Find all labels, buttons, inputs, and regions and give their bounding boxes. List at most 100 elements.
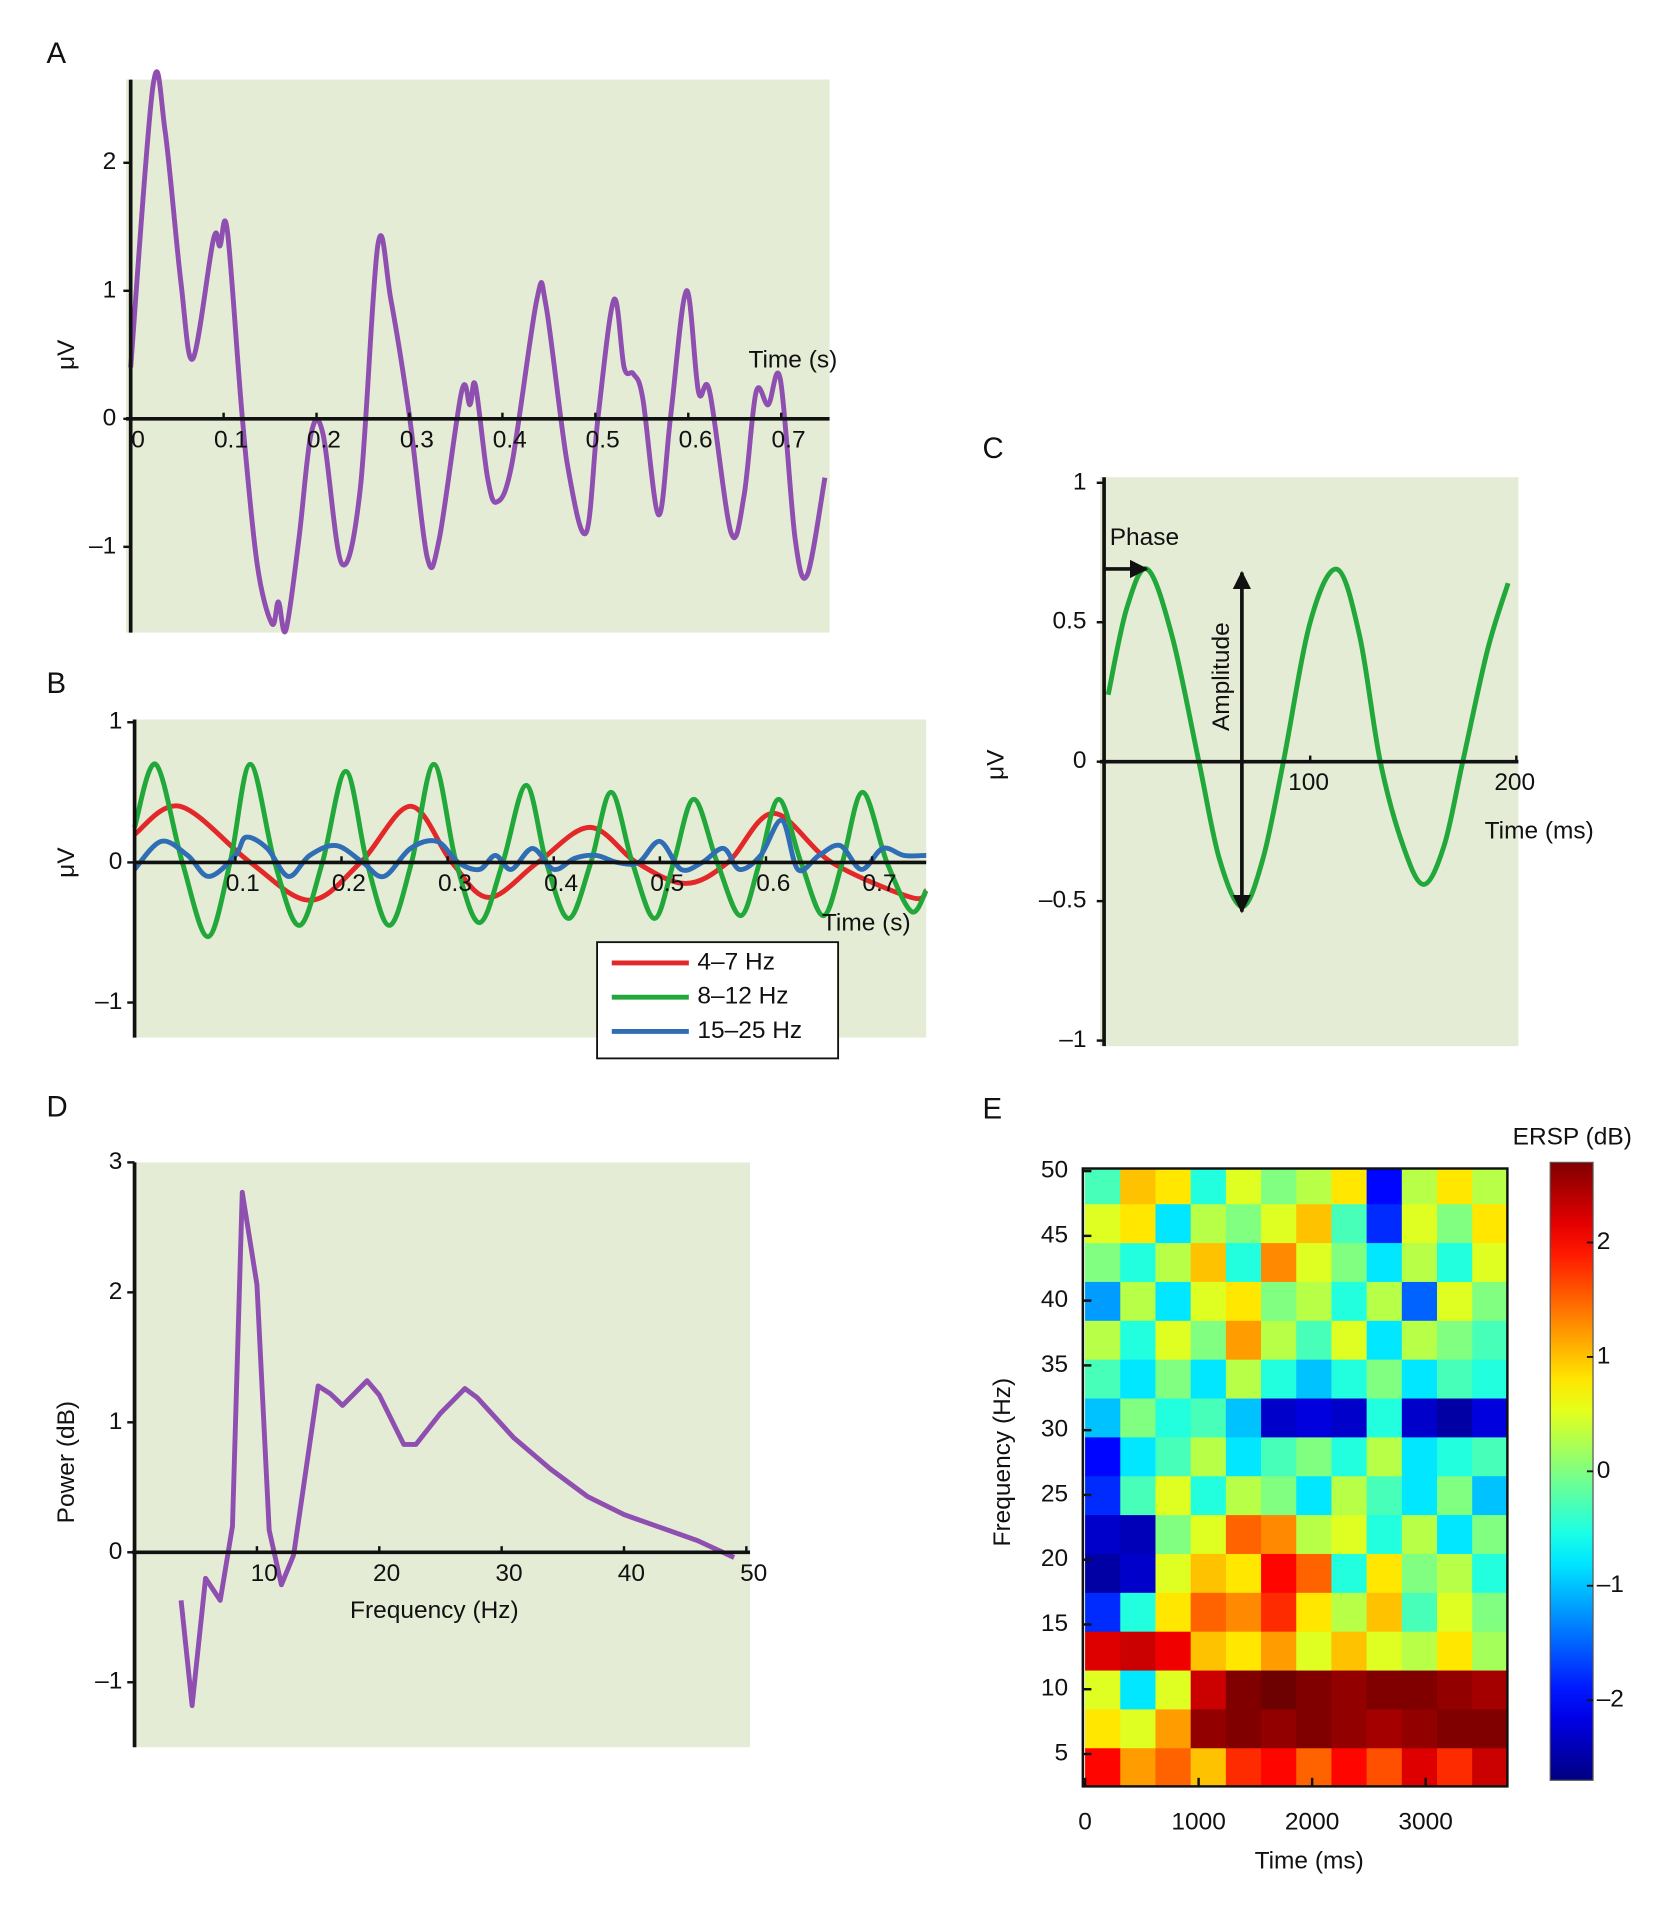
heat-cell: [1261, 1436, 1297, 1477]
heat-cell: [1437, 1436, 1473, 1477]
heat-cell: [1366, 1242, 1403, 1282]
heat-cell: [1120, 1242, 1157, 1282]
heat-cell: [1331, 1553, 1368, 1593]
heat-cell: [1155, 1514, 1192, 1554]
colorbar-tick-label: –2: [1597, 1686, 1624, 1713]
heat-cell: [1155, 1397, 1192, 1438]
heat-cell: [1120, 1592, 1157, 1632]
heat-cell: [1225, 1203, 1262, 1244]
heat-cell: [1120, 1669, 1157, 1710]
colorbar: [1549, 1161, 1594, 1781]
heat-cell: [1261, 1592, 1297, 1632]
heat-cell: [1366, 1669, 1403, 1710]
legend-label: 15–25 Hz: [697, 1017, 802, 1044]
heat-cell: [1401, 1358, 1438, 1399]
heat-cell: [1120, 1708, 1157, 1749]
heat-cell: [1225, 1630, 1262, 1671]
heat-cell: [1085, 1242, 1122, 1282]
heat-cell: [1331, 1592, 1368, 1632]
x-tick-label: 0.1: [214, 426, 248, 453]
heat-cell: [1331, 1436, 1368, 1477]
heat-cell: [1437, 1397, 1473, 1438]
x-axis-label: Frequency (Hz): [350, 1597, 519, 1624]
heat-cell: [1225, 1281, 1262, 1321]
heat-cell: [1296, 1747, 1333, 1788]
heat-cell: [1120, 1436, 1157, 1477]
heat-cell: [1155, 1553, 1192, 1593]
heat-cell: [1261, 1281, 1297, 1321]
heat-cell: [1155, 1358, 1192, 1399]
heat-cell: [1190, 1203, 1227, 1244]
heat-cell: [1120, 1630, 1157, 1671]
y-tick-label: 10: [1041, 1675, 1068, 1702]
y-tick-label: 3: [109, 1148, 123, 1175]
y-axis-label: Power (dB): [53, 1401, 80, 1523]
heat-cell: [1261, 1708, 1297, 1749]
heat-cell: [1331, 1630, 1368, 1671]
heat-cell: [1190, 1669, 1227, 1710]
heat-cell: [1472, 1203, 1509, 1244]
heat-cell: [1085, 1708, 1122, 1749]
x-tick-label: 0: [131, 426, 145, 453]
y-axis-label: μV: [983, 749, 1010, 780]
y-tick-label: 15: [1041, 1610, 1068, 1637]
x-tick-label: 20: [373, 1560, 400, 1587]
heat-cell: [1190, 1358, 1227, 1399]
heat-cell: [1296, 1242, 1333, 1282]
heat-cell: [1261, 1514, 1297, 1554]
heat-cell: [1401, 1281, 1438, 1321]
heat-cell: [1085, 1630, 1122, 1671]
heat-cell: [1472, 1630, 1509, 1671]
heat-cell: [1437, 1203, 1473, 1244]
heat-cell: [1261, 1168, 1297, 1205]
heat-cell: [1437, 1475, 1473, 1516]
heat-cell: [1190, 1630, 1227, 1671]
x-tick-label: 0.3: [400, 426, 434, 453]
heat-cell: [1085, 1397, 1122, 1438]
heat-cell: [1296, 1475, 1333, 1516]
y-tick-label: 35: [1041, 1351, 1068, 1378]
x-tick-label: 0.3: [438, 870, 472, 897]
heat-cell: [1366, 1281, 1403, 1321]
heat-cell: [1296, 1630, 1333, 1671]
heat-cell: [1155, 1203, 1192, 1244]
y-tick-label: 0: [1073, 747, 1087, 774]
heat-cell: [1261, 1203, 1297, 1244]
heat-cell: [1366, 1203, 1403, 1244]
y-tick-label: 2: [109, 1278, 123, 1305]
heat-cell: [1261, 1630, 1297, 1671]
y-tick-label: 1: [109, 708, 123, 735]
y-tick-label: 1: [103, 276, 117, 303]
heat-cell: [1401, 1242, 1438, 1282]
heat-cell: [1296, 1168, 1333, 1205]
heat-cell: [1472, 1242, 1509, 1282]
heat-cell: [1331, 1281, 1368, 1321]
heat-cell: [1331, 1358, 1368, 1399]
heat-cell: [1225, 1592, 1262, 1632]
heat-cell: [1155, 1320, 1192, 1360]
x-tick-label: 0.4: [544, 870, 578, 897]
heat-cell: [1155, 1669, 1192, 1710]
heat-cell: [1190, 1436, 1227, 1477]
y-axis-label: Frequency (Hz): [989, 1378, 1016, 1547]
heat-cell: [1366, 1592, 1403, 1632]
heat-cell: [1472, 1436, 1509, 1477]
panel-label: A: [46, 37, 66, 70]
heat-cell: [1366, 1168, 1403, 1205]
x-tick-label: 0.6: [756, 870, 790, 897]
x-tick-label: 0.6: [679, 426, 713, 453]
heat-cell: [1120, 1358, 1157, 1399]
heat-cell: [1120, 1320, 1157, 1360]
heat-cell: [1120, 1475, 1157, 1516]
heat-cell: [1366, 1747, 1403, 1788]
y-tick-label: 25: [1041, 1480, 1068, 1507]
heat-cell: [1472, 1514, 1509, 1554]
panel-label: C: [982, 432, 1003, 465]
heat-cell: [1225, 1514, 1262, 1554]
x-tick-label: 0.1: [226, 870, 260, 897]
heat-cell: [1401, 1708, 1438, 1749]
legend-label: 8–12 Hz: [697, 983, 788, 1010]
heat-cell: [1261, 1475, 1297, 1516]
y-tick-label: –1: [95, 988, 122, 1015]
heat-cell: [1437, 1281, 1473, 1321]
